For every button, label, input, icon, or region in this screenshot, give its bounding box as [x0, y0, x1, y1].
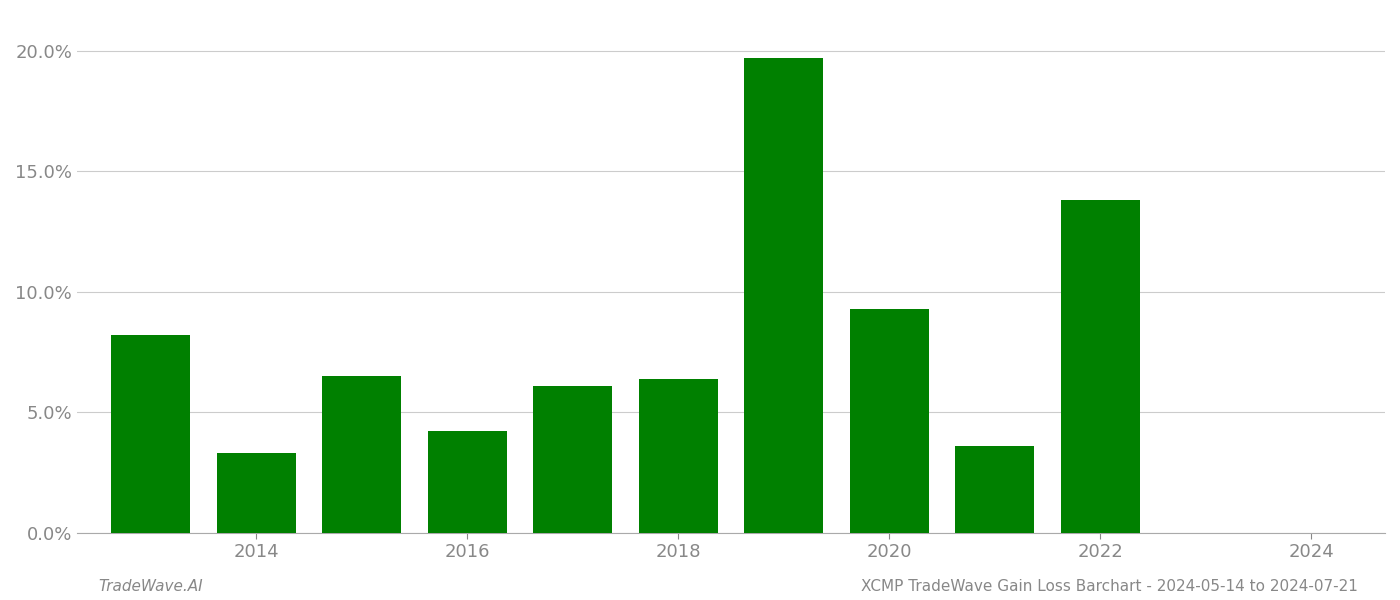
Bar	[322, 376, 402, 533]
Bar	[1061, 200, 1140, 533]
Bar	[638, 379, 718, 533]
Bar	[850, 308, 928, 533]
Text: XCMP TradeWave Gain Loss Barchart - 2024-05-14 to 2024-07-21: XCMP TradeWave Gain Loss Barchart - 2024…	[861, 579, 1358, 594]
Bar	[111, 335, 190, 533]
Bar	[427, 431, 507, 533]
Bar	[745, 58, 823, 533]
Bar	[533, 386, 612, 533]
Bar	[217, 453, 295, 533]
Text: TradeWave.AI: TradeWave.AI	[98, 579, 203, 594]
Bar	[955, 446, 1035, 533]
